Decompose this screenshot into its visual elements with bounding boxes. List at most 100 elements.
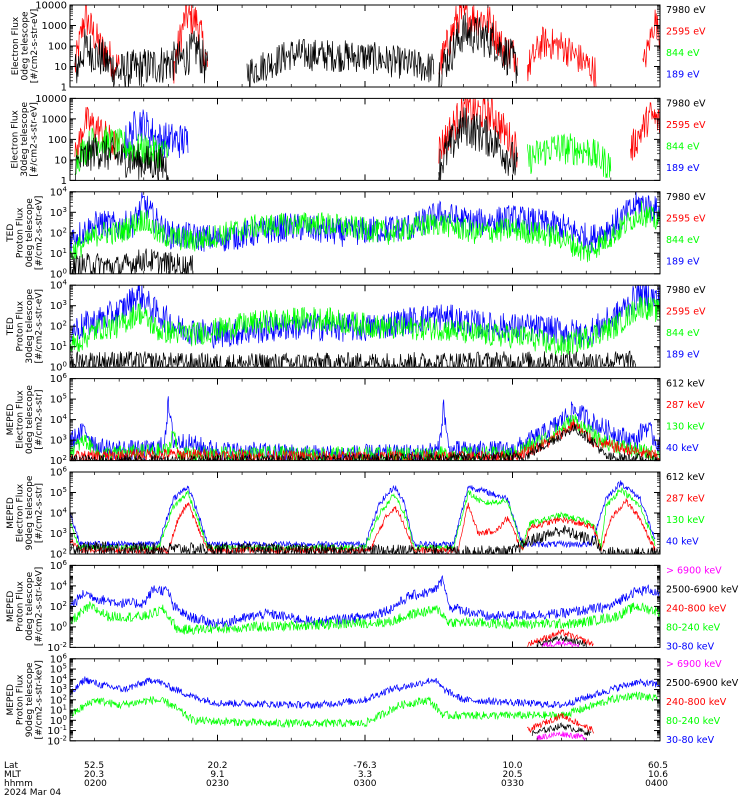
y-tick-label: 100 <box>50 620 67 633</box>
y-tick-label: 106 <box>50 372 68 385</box>
y-axis-label: Proton Flux <box>16 674 26 725</box>
legend-entry: 287 keV <box>666 400 705 411</box>
legend-entry: 80-240 keV <box>666 716 721 727</box>
y-axis-label: Proton Flux <box>16 580 26 631</box>
legend-entry: 189 eV <box>666 163 700 174</box>
legend-entry: 189 eV <box>666 70 700 81</box>
y-tick-label: 102 <box>50 320 67 333</box>
series-black-4 <box>536 634 587 648</box>
footer-value: 3.3 <box>358 770 372 780</box>
legend-entry: 7980 eV <box>666 5 706 16</box>
panel-2: 1 10 100 1000 10000 Electron Flux 30deg telesc… <box>11 94 706 187</box>
y-axis-label: [#/cm2-s-str-eV] <box>35 289 45 364</box>
legend-entry: 844 eV <box>666 48 700 59</box>
legend-entry: 40 keV <box>666 443 699 454</box>
series-magenta-5 <box>541 640 580 648</box>
y-axis-label: 0deg telescope <box>20 11 30 81</box>
y-axis-label: 30deg telescope <box>25 288 35 363</box>
y-axis-label: Proton Flux <box>16 300 26 351</box>
series-black-3 <box>70 248 194 274</box>
y-axis-label: 0deg telescope <box>25 198 35 268</box>
y-tick-label: 100 <box>48 135 67 146</box>
y-tick-label: 104 <box>50 185 68 198</box>
y-axis-label: [#/cm2-s-str-keV] <box>35 567 45 646</box>
legend-entry: 2595 eV <box>666 213 706 224</box>
legend-entry: 30-80 keV <box>666 641 715 652</box>
y-tick-label: 10 <box>54 155 67 166</box>
series-red-8 <box>630 102 660 161</box>
y-axis-label: Proton Flux <box>16 207 26 258</box>
series-green-7 <box>526 133 612 178</box>
y-tick-label: 10000 <box>35 94 67 105</box>
footer-date: 2024 Mar 04 <box>4 788 61 798</box>
y-tick-label: 10 <box>54 62 67 73</box>
y-axis-label: [#/cm2-s-str-eV] <box>30 9 40 84</box>
series-red-5 <box>438 98 518 168</box>
legend-entry: 7980 eV <box>666 192 706 203</box>
footer-value: 52.5 <box>84 761 104 771</box>
legend-entry: 7980 eV <box>666 98 706 109</box>
footer-value: -76.3 <box>353 761 376 771</box>
y-tick-label: 103 <box>50 527 67 540</box>
footer-value: 0200 <box>84 779 107 789</box>
series-black-4 <box>531 722 592 737</box>
y-tick-label: 104 <box>50 279 68 292</box>
y-axis-label: Electron Flux <box>11 16 21 75</box>
y-tick-label: 1000 <box>42 21 67 32</box>
y-axis-label: MEPED <box>6 497 16 529</box>
y-tick-label: 105 <box>50 393 67 406</box>
y-tick-label: 104 <box>50 413 68 426</box>
y-axis-label: [#/cm2-s-str-eV] <box>35 196 45 271</box>
y-axis-label: [#/cm2-s-str] <box>35 483 45 543</box>
y-axis-label: MEPED <box>6 404 16 436</box>
y-axis-label: [#/cm2-s-str-keV] <box>35 660 45 739</box>
y-tick-label: 105 <box>50 486 67 499</box>
series-green-2 <box>70 691 660 729</box>
legend-entry: 240-800 keV <box>666 697 727 708</box>
legend-entry: 7980 eV <box>666 285 706 296</box>
series-black-6 <box>438 107 518 181</box>
series-red-8 <box>642 9 660 68</box>
footer-value: 0230 <box>206 779 229 789</box>
series-green-2 <box>70 200 660 263</box>
y-tick-label: 103 <box>50 299 67 312</box>
y-axis-label: 0deg telescope <box>25 385 35 455</box>
legend-entry: 130 keV <box>666 422 705 433</box>
series-black-3 <box>74 28 209 87</box>
y-axis-label: [#/cm2-s-str] <box>35 390 45 450</box>
y-axis-label: 90deg telescope <box>25 662 35 737</box>
series-green-2 <box>70 601 660 635</box>
y-axis-label: MEPED <box>6 684 16 716</box>
y-tick-label: 104 <box>50 579 68 592</box>
series-red-3 <box>70 419 660 461</box>
legend-entry: 189 eV <box>666 350 700 361</box>
y-tick-label: 101 <box>50 247 67 260</box>
y-tick-label: 10000 <box>35 1 67 12</box>
y-tick-label: 102 <box>50 600 67 613</box>
y-tick-label: 1 <box>61 83 67 94</box>
series-magenta-5 <box>536 731 587 741</box>
y-tick-label: 104 <box>50 507 68 520</box>
legend-entry: 612 keV <box>666 379 705 390</box>
legend-entry: 130 keV <box>666 515 705 526</box>
footer-value: 20.2 <box>207 761 227 771</box>
y-axis-label: TED <box>6 317 16 336</box>
legend-entry: 287 keV <box>666 494 705 505</box>
series-red-7 <box>526 26 597 87</box>
footer-value: 10.0 <box>502 761 522 771</box>
series-blue-1 <box>70 676 660 710</box>
series-green-2 <box>70 295 660 356</box>
legend-entry: 80-240 keV <box>666 622 721 633</box>
series-red-3 <box>527 713 594 734</box>
series-red-1 <box>74 106 120 162</box>
footer-value: 0330 <box>501 779 524 789</box>
legend-entry: 30-80 keV <box>666 735 715 746</box>
legend-entry: 2595 eV <box>666 120 706 131</box>
series-blue-1 <box>70 191 660 253</box>
panel-frame <box>69 4 661 88</box>
